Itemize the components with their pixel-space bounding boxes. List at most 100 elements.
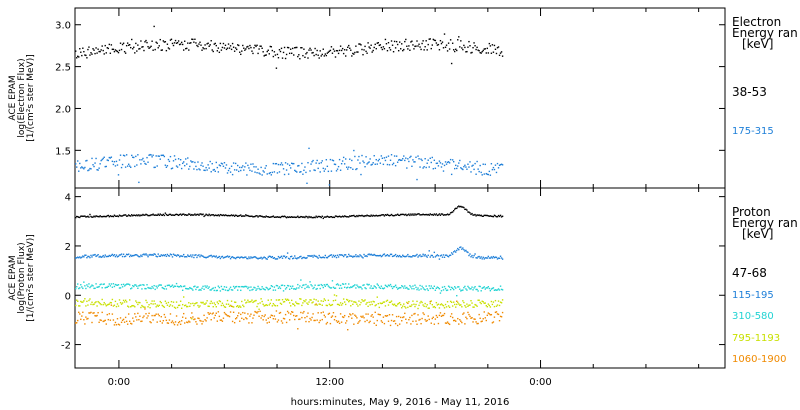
- data-point: [331, 280, 334, 282]
- data-point: [334, 56, 337, 58]
- data-point: [385, 214, 388, 216]
- data-point: [342, 283, 345, 285]
- data-point: [420, 214, 422, 216]
- data-point: [254, 287, 256, 289]
- data-point: [492, 166, 495, 169]
- data-point: [382, 253, 385, 256]
- data-point: [190, 160, 192, 162]
- data-point: [102, 283, 104, 286]
- data-point: [324, 53, 327, 55]
- data-point: [203, 303, 205, 305]
- data-point: [185, 158, 187, 160]
- data-point: [416, 213, 418, 216]
- data-point: [373, 322, 375, 324]
- data-point: [249, 257, 251, 260]
- data-point: [251, 289, 253, 291]
- data-point: [227, 303, 230, 305]
- data-point: [104, 287, 106, 289]
- data-point: [186, 306, 188, 308]
- data-point: [480, 320, 482, 323]
- data-point: [83, 215, 85, 217]
- data-point: [483, 286, 485, 288]
- data-point: [497, 300, 500, 302]
- data-point: [419, 302, 421, 304]
- data-point: [244, 166, 246, 168]
- data-point: [243, 318, 245, 321]
- data-point: [274, 163, 277, 165]
- data-point: [334, 254, 337, 257]
- data-point: [275, 258, 278, 260]
- data-point: [109, 52, 112, 54]
- data-point: [334, 163, 337, 166]
- data-point: [289, 167, 292, 169]
- data-point: [171, 284, 174, 286]
- data-point: [450, 301, 453, 304]
- data-point: [341, 47, 344, 50]
- data-point: [428, 250, 430, 252]
- data-point: [397, 287, 400, 289]
- data-point: [468, 40, 470, 43]
- data-point: [89, 54, 91, 56]
- data-point: [313, 286, 315, 289]
- data-point: [402, 305, 404, 307]
- data-point: [303, 48, 305, 50]
- data-point: [201, 162, 203, 164]
- data-point: [168, 213, 171, 216]
- y-axis-label: [1/(cm²s ster MeV)]: [26, 234, 36, 321]
- data-point: [118, 159, 121, 161]
- data-point: [403, 48, 405, 51]
- data-point: [239, 286, 241, 288]
- data-point: [273, 286, 276, 288]
- data-point: [424, 253, 426, 256]
- data-point: [407, 253, 409, 256]
- data-point: [400, 287, 402, 289]
- data-point: [315, 255, 317, 258]
- data-point: [494, 311, 497, 314]
- data-point: [429, 300, 431, 303]
- data-point: [305, 257, 307, 260]
- data-point: [487, 312, 490, 314]
- data-point: [83, 300, 85, 302]
- data-point: [357, 159, 359, 161]
- data-point: [205, 286, 207, 289]
- data-point: [181, 162, 184, 165]
- data-point: [220, 256, 223, 258]
- data-point: [224, 214, 227, 216]
- data-point: [400, 48, 402, 50]
- data-point: [322, 256, 324, 258]
- data-point: [354, 215, 356, 218]
- data-point: [110, 304, 113, 306]
- data-point: [398, 41, 401, 43]
- data-point: [106, 159, 108, 161]
- data-point: [236, 315, 239, 317]
- data-point: [239, 214, 241, 217]
- data-point: [456, 303, 458, 306]
- data-point: [158, 214, 160, 217]
- data-point: [501, 55, 504, 57]
- data-point: [244, 285, 246, 288]
- data-point: [76, 257, 78, 259]
- data-point: [88, 255, 90, 258]
- data-point: [409, 156, 411, 159]
- data-point: [121, 215, 124, 217]
- data-point: [134, 254, 136, 256]
- data-point: [164, 164, 167, 166]
- data-point: [256, 257, 258, 259]
- data-point: [190, 316, 192, 319]
- data-point: [272, 215, 275, 217]
- data-point: [492, 255, 495, 258]
- data-point: [167, 301, 170, 304]
- data-point: [359, 303, 361, 306]
- data-point: [217, 171, 220, 173]
- data-point: [116, 284, 119, 286]
- data-point: [112, 255, 115, 257]
- data-point: [182, 161, 185, 163]
- data-point: [258, 308, 260, 310]
- data-point: [455, 287, 457, 289]
- data-point: [321, 284, 323, 287]
- data-point: [270, 299, 273, 301]
- data-point: [367, 284, 369, 286]
- data-point: [267, 299, 269, 301]
- data-point: [498, 54, 501, 57]
- data-point: [301, 304, 303, 307]
